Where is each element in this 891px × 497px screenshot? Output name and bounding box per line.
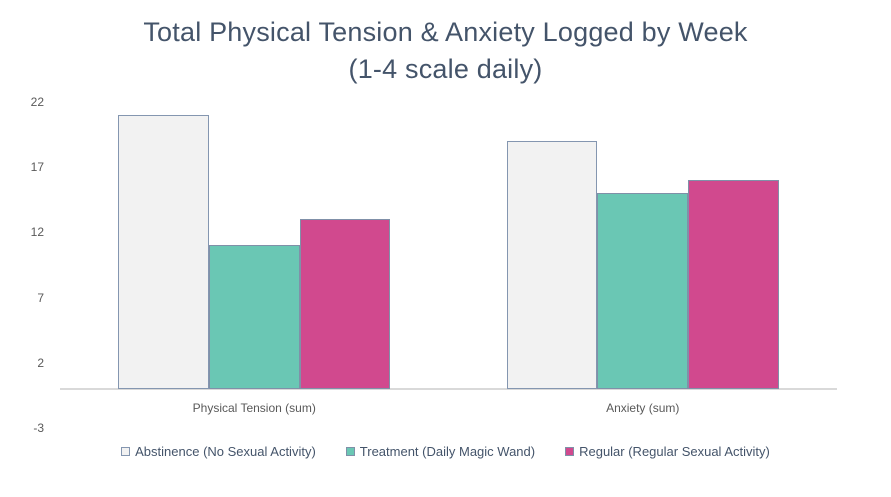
chart-subtitle: (1-4 scale daily): [348, 54, 543, 84]
y-axis-tick-label: 12: [30, 225, 44, 240]
bar: [597, 193, 689, 389]
bar: [688, 180, 779, 389]
y-axis-tick-label: 7: [37, 290, 44, 305]
chart-title-block: Total Physical Tension & Anxiety Logged …: [0, 14, 891, 88]
y-axis-tick-label: 2: [37, 355, 44, 370]
legend-item: Abstinence (No Sexual Activity): [121, 444, 316, 459]
bar: [208, 245, 300, 389]
legend-label: Regular (Regular Sexual Activity): [579, 444, 770, 459]
legend-label: Abstinence (No Sexual Activity): [135, 444, 316, 459]
bar: [506, 141, 598, 389]
legend-item: Regular (Regular Sexual Activity): [565, 444, 770, 459]
x-axis-line: [60, 387, 837, 390]
legend-label: Treatment (Daily Magic Wand): [359, 444, 536, 459]
chart-title: Total Physical Tension & Anxiety Logged …: [143, 17, 748, 47]
legend-item: Treatment (Daily Magic Wand): [345, 444, 536, 459]
y-axis-tick-label: 22: [30, 95, 44, 109]
bar: [299, 219, 391, 389]
legend-swatch-icon: [345, 447, 355, 456]
x-axis-category-label: Physical Tension (sum): [192, 400, 316, 415]
y-axis-tick-label: -3: [33, 421, 44, 435]
legend-swatch-icon: [121, 447, 131, 456]
bar: [118, 115, 209, 389]
y-axis-tick-label: 17: [30, 160, 44, 175]
legend: Abstinence (No Sexual Activity) Treatment…: [0, 444, 891, 459]
x-axis-category-label: Anxiety (sum): [606, 400, 680, 415]
legend-swatch-icon: [565, 447, 575, 456]
